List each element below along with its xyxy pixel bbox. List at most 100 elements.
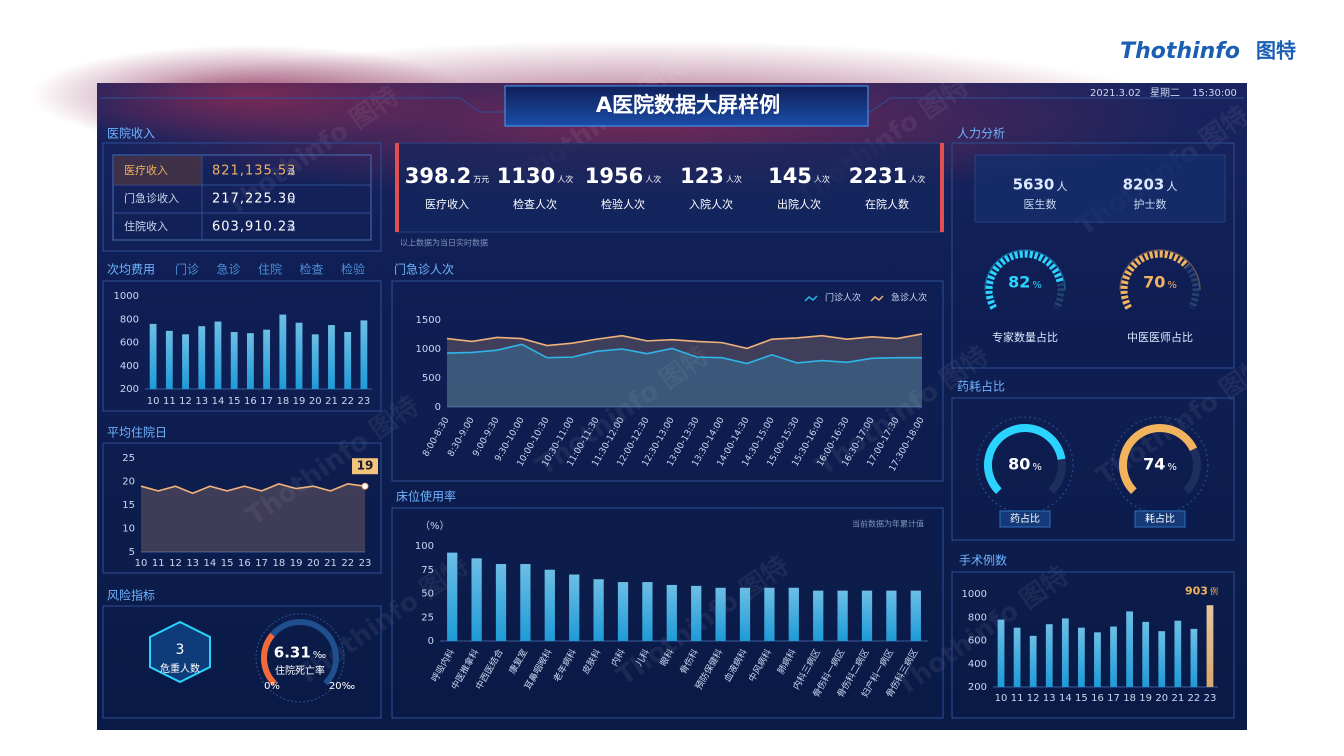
row-label: 门急诊收入 (124, 191, 179, 205)
bar-shine (295, 322, 303, 389)
panel (951, 397, 1235, 541)
gauge-label: 耗占比 (1145, 512, 1175, 525)
scale-min: 0% (264, 681, 280, 692)
bar-shine (1094, 632, 1101, 687)
x-tick-label: 14 (204, 558, 217, 569)
legend-label: 急诊人次 (891, 292, 927, 304)
x-tick-label: 10 (135, 558, 148, 569)
x-tick-label: 18 (272, 558, 285, 569)
bar-shine (149, 323, 157, 389)
unit: % (1167, 462, 1177, 473)
x-tick-label: 23 (358, 396, 371, 407)
row-unit: 元 (287, 196, 295, 205)
x-tick-label: 12 (169, 558, 182, 569)
bar-shine (997, 619, 1005, 687)
x-tick-label: 17 (255, 558, 268, 569)
kpi-edge (395, 143, 399, 232)
bar-shine (1158, 631, 1166, 687)
y-tick-label: 1500 (416, 315, 441, 326)
time: 15:30:00 (1192, 88, 1237, 99)
brand-cn: 图特 (1256, 39, 1296, 63)
tab: 急诊 (216, 262, 240, 277)
bar-shine (198, 326, 206, 389)
y-tick-label: 25 (421, 612, 434, 623)
row-label: 住院收入 (124, 219, 168, 233)
x-tick-label: 14 (1059, 693, 1072, 704)
bar-shine (1174, 620, 1182, 687)
bar-shine (311, 334, 319, 389)
panel-title: 药耗占比 (957, 379, 1005, 394)
bar-shine (1190, 628, 1198, 687)
bar-shine (360, 320, 368, 389)
bar-shine (666, 584, 677, 641)
x-tick-label: 12 (179, 396, 192, 407)
label-box (1134, 510, 1186, 528)
line (446, 343, 922, 365)
bar-shine (328, 325, 335, 389)
x-tick-label: 11 (152, 558, 165, 569)
y-tick-label: 75 (421, 565, 434, 576)
point (361, 482, 369, 490)
area (447, 333, 922, 407)
x-tick-label: 22 (341, 396, 354, 407)
gauge-value (1120, 250, 1190, 310)
bar-shine (886, 590, 897, 641)
kpi-value: 123 (680, 164, 724, 188)
x-tick-label: 16 (244, 396, 257, 407)
bar-shine (214, 321, 222, 389)
y-tick-label: 500 (422, 373, 441, 384)
x-tick-label: 15 (221, 558, 234, 569)
row-value: 217,225.30 (212, 192, 296, 207)
bar-shine (691, 585, 702, 641)
bar-shine (279, 314, 287, 389)
kpi-note: 以上数据为当日实时数据 (400, 238, 488, 248)
x-tick-label: 13 (186, 558, 199, 569)
bar-shine (165, 330, 173, 389)
gauge-text: 80 (1008, 455, 1030, 474)
x-tick-label: 23 (1204, 693, 1217, 704)
y-tick-label: 100 (415, 541, 434, 552)
gauge-ring (255, 613, 345, 703)
kpi-label: 出院人次 (777, 197, 821, 211)
y-tick-label: 5 (129, 547, 135, 558)
gauge-value (1119, 424, 1198, 494)
y-tick-label: 50 (421, 589, 434, 600)
panel-title: 医院收入 (107, 127, 155, 141)
bar-shine (642, 582, 653, 641)
row-unit: 元 (287, 168, 295, 177)
row-value: 821,135.53 (212, 164, 296, 179)
bar-shine (1142, 621, 1150, 687)
bar-shine (1045, 624, 1053, 687)
y-tick-label: 1000 (114, 291, 139, 302)
dome (984, 249, 1066, 291)
x-tick-label: 13 (1043, 693, 1056, 704)
panel-title: 手术例数 (959, 553, 1007, 568)
y-tick-label: 0 (435, 402, 441, 413)
income-table (112, 154, 372, 241)
unit: % (1032, 462, 1042, 473)
gauge-value (984, 424, 1066, 494)
unit: 人次 (645, 174, 661, 184)
bar-shine (544, 569, 555, 641)
scale-max: 20‰ (329, 681, 355, 692)
ratio-label: 专家数量占比 (992, 330, 1058, 344)
kpi-label: 检验人次 (601, 197, 645, 211)
kpi-value: 2231 (849, 164, 907, 188)
x-tick-label: 17 (260, 396, 273, 407)
x-tick-label: 11 (1011, 693, 1024, 704)
tab: 检查 (299, 262, 323, 277)
panel (391, 280, 944, 482)
y-tick-label: 600 (120, 338, 139, 349)
unit: 人次 (814, 174, 830, 184)
mortality-value: 6.31 (274, 644, 311, 662)
unit: 万元 (473, 175, 489, 184)
y-tick-label: 1000 (416, 344, 441, 355)
panel-title: 次均费用 (107, 263, 155, 277)
x-tick-label: 22 (1188, 693, 1201, 704)
staff-value: 5630 (1013, 176, 1055, 194)
staff-value: 8203 (1123, 176, 1165, 194)
x-tick-label: 20 (309, 396, 322, 407)
chart-note: 当前数据为年累计值 (852, 519, 924, 529)
ratio-value: 70 (1143, 273, 1165, 292)
y-tick-label: 1000 (962, 589, 987, 600)
